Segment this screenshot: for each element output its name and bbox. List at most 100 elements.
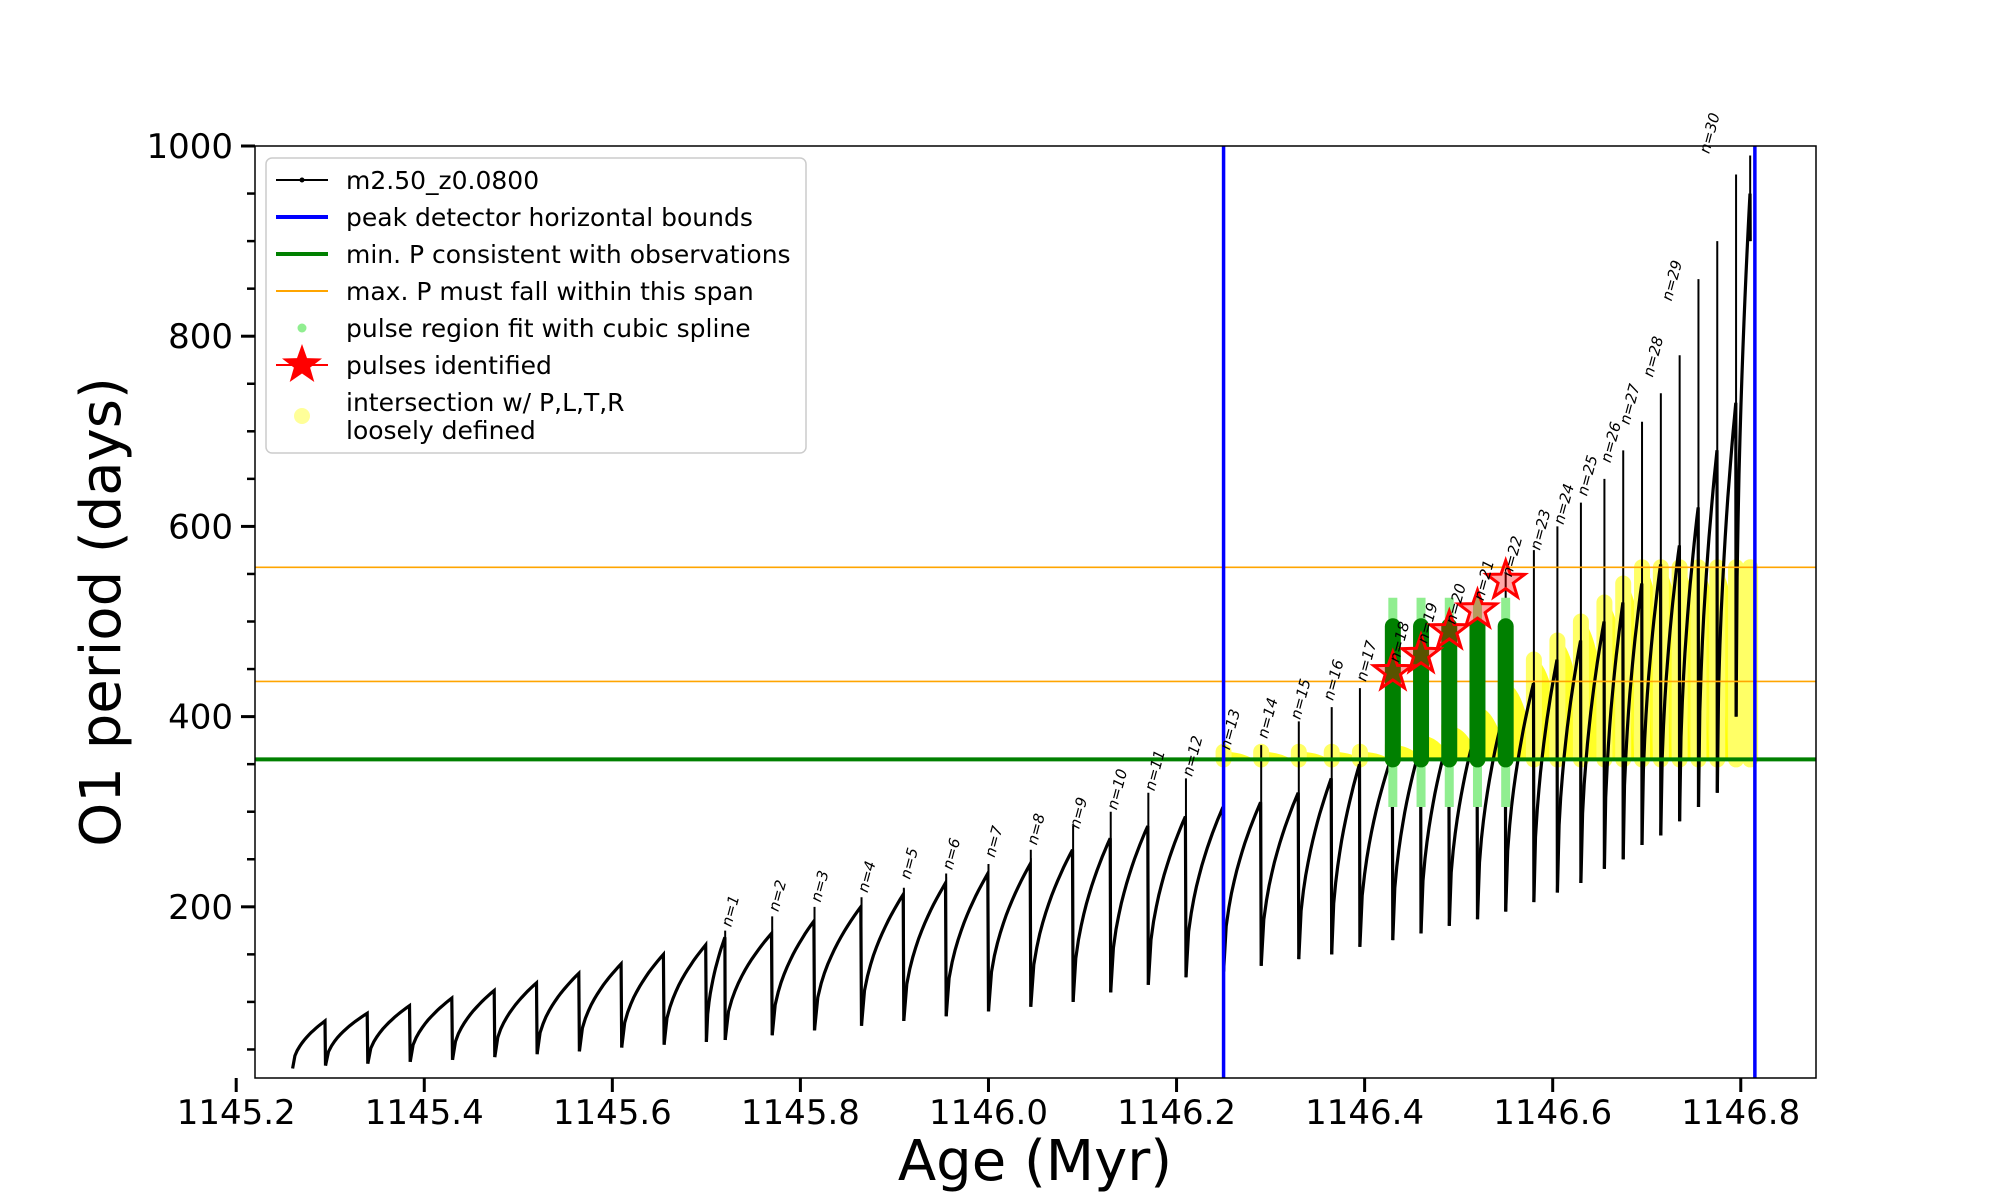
legend-handle-star (282, 344, 322, 382)
x-tick-label: 1146.8 (1681, 1093, 1800, 1133)
peak-detector-bounds (1221, 146, 1757, 1078)
x-axis-title: Age (Myr) (898, 1129, 1172, 1194)
legend-label: min. P consistent with observations (346, 240, 791, 269)
legend-label: m2.50_z0.0800 (346, 166, 539, 195)
track-segment (770, 916, 817, 1036)
x-tick-label: 1145.8 (741, 1093, 860, 1133)
track-segment (812, 901, 864, 1031)
track-segment (408, 994, 455, 1063)
track-segment (1555, 640, 1583, 893)
pulse-number-label: n=27 (1616, 381, 1644, 426)
track-segment (1640, 564, 1663, 846)
track-segment (1029, 849, 1075, 1007)
pulse-labels: n=1 n=2 n=3 n=4 n=5 n=6 n=7 n=8 n=9 n=10 n=11 n=12 n… (718, 111, 1724, 929)
track-segment (1734, 193, 1752, 717)
track-segment (1109, 825, 1150, 993)
pulse-number-label: n=11 (1141, 748, 1169, 792)
x-tick-label: 1145.4 (365, 1093, 484, 1133)
track-segment (1678, 507, 1701, 822)
plot-frame (254, 145, 1817, 1079)
legend-handle-marker (299, 177, 305, 183)
track-segment (291, 1017, 328, 1069)
pulse-number-label: n=3 (807, 869, 833, 904)
track-segment (1330, 763, 1362, 955)
track-segment (1146, 815, 1188, 985)
pulse-number-label: n=22 (1498, 534, 1526, 578)
track-segment (323, 1010, 370, 1066)
pulse-number-label: n=4 (854, 859, 880, 894)
track-segment (366, 1002, 412, 1065)
x-tick-label: 1146.0 (929, 1093, 1048, 1133)
pulse-star (1369, 647, 1417, 692)
pulse-number-label: n=7 (981, 823, 1007, 859)
track-segment (1659, 545, 1682, 836)
track-segment (1602, 602, 1625, 869)
pulse-star (1482, 556, 1530, 601)
x-axis-ticks: 1145.2 1145.4 1145.6 1145.8 1146.0 1146.2 1146… (177, 1078, 1800, 1133)
track-segment (944, 867, 991, 1017)
track-segment (450, 987, 497, 1061)
track-segment (986, 857, 1033, 1012)
loosely-defined-region (1215, 559, 1759, 768)
pulse-number-label: n=29 (1658, 258, 1686, 302)
cubic-spline-regions (1384, 597, 1514, 807)
pulse-number-label: n=6 (939, 836, 965, 871)
legend-label: pulses identified (346, 351, 552, 380)
track-segment (1358, 754, 1395, 947)
x-tick-label: 1146.6 (1493, 1093, 1612, 1133)
track-segment (704, 936, 727, 1042)
pulse-number-label: n=5 (896, 846, 922, 881)
track-segment (1579, 621, 1606, 884)
y-tick-label: 400 (168, 698, 233, 738)
pulse-number-label: n=8 (1023, 811, 1049, 846)
track-segment (1184, 806, 1226, 978)
y-axis-title: O1 period (days) (69, 377, 134, 847)
track-segment (1222, 801, 1263, 972)
pulse-number-label: n=14 (1254, 696, 1282, 740)
pulse-star (1397, 630, 1445, 675)
track-segment (1504, 682, 1536, 912)
track-segment (1621, 583, 1644, 860)
legend-label: intersection w/ P,L,T,R (346, 388, 625, 417)
pulse-number-label: n=30 (1696, 111, 1724, 155)
y-tick-label: 200 (168, 888, 233, 928)
pulse-number-label: n=17 (1352, 638, 1380, 683)
y-tick-label: 800 (168, 317, 233, 357)
pulse-number-label: n=12 (1178, 734, 1206, 778)
track-segment (1696, 450, 1719, 808)
pulse-number-label: n=16 (1319, 658, 1347, 702)
pulse-number-label: n=28 (1639, 334, 1667, 378)
pulse-number-label: n=9 (1066, 795, 1092, 830)
identified-pulses (1369, 556, 1530, 692)
track-segment (1071, 837, 1113, 1002)
pulse-number-label: n=2 (765, 878, 791, 913)
x-tick-label: 1145.2 (177, 1093, 296, 1133)
legend-handle-dot (297, 323, 307, 333)
track-segment (1297, 777, 1334, 960)
y-axis-ticks: 200 400 600 800 1000 (146, 127, 255, 1051)
pulse-number-label: n=1 (718, 893, 744, 928)
track-segment (662, 940, 708, 1045)
pulse-number-label: n=13 (1216, 707, 1244, 751)
track-segment (577, 959, 624, 1052)
x-tick-label: 1146.2 (1117, 1093, 1236, 1133)
pulse-star (1425, 606, 1473, 651)
legend-label: max. P must fall within this span (346, 277, 754, 306)
pulse-number-label: n=23 (1526, 507, 1554, 551)
track-segment (1532, 659, 1559, 903)
legend-label: peak detector horizontal bounds (346, 203, 753, 232)
track-segment (1715, 402, 1738, 793)
track-segment (723, 929, 774, 1041)
pulse-number-label: n=26 (1597, 420, 1625, 464)
track-segment (1259, 792, 1301, 966)
legend-label: loosely defined (346, 416, 536, 445)
pulse-number-label: n=10 (1103, 767, 1131, 811)
track-segment (535, 969, 581, 1055)
y-tick-label: 1000 (146, 127, 233, 167)
pulse-star (1454, 585, 1501, 631)
x-tick-label: 1145.6 (553, 1093, 672, 1133)
legend-label: pulse region fit with cubic spline (346, 314, 751, 343)
track-segment (902, 877, 948, 1022)
